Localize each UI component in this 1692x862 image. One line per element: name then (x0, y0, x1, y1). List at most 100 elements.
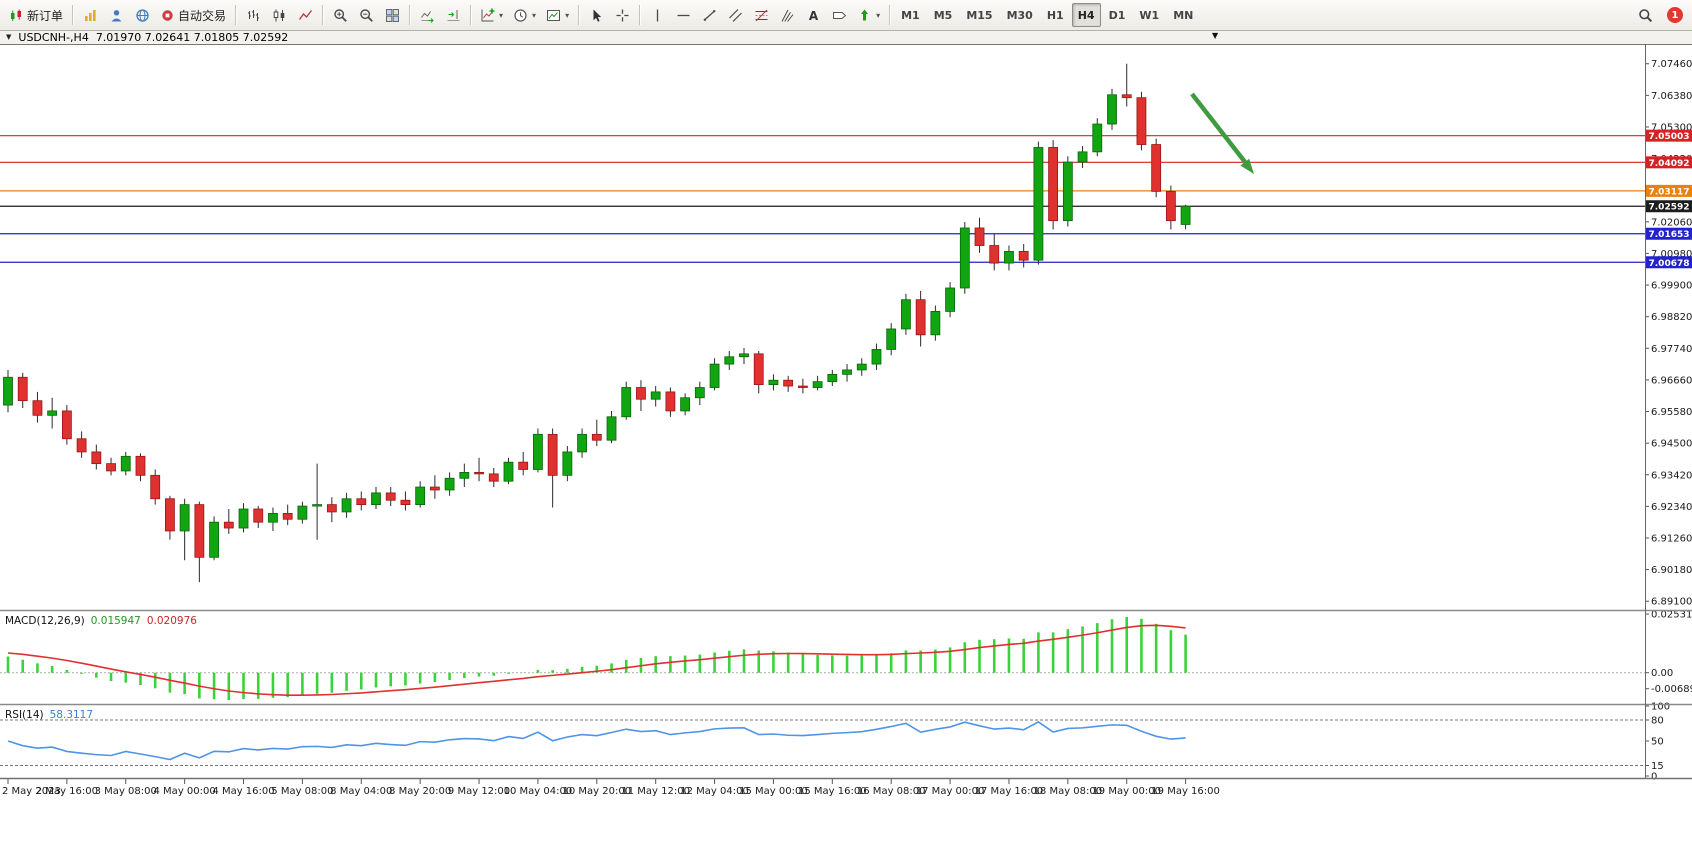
candle-body (1092, 123, 1103, 153)
price-label: 7.06380 (1651, 91, 1692, 102)
crosshair-button[interactable] (610, 3, 634, 27)
autoscroll-icon (420, 10, 434, 23)
candle-body (650, 391, 661, 400)
candle-body (76, 438, 87, 453)
price-badge-label: 7.04092 (1649, 159, 1690, 169)
price-badge-label: 7.00678 (1649, 259, 1690, 269)
trendline-icon (703, 9, 715, 21)
price-label: 7.05300 (1651, 122, 1692, 133)
candle-body (665, 391, 676, 412)
price-label: 7.00980 (1651, 249, 1692, 260)
candle-body (753, 353, 764, 385)
text-button[interactable]: A (801, 3, 825, 27)
svg-text:A: A (808, 9, 818, 23)
candle-body (797, 385, 808, 388)
candle-body (415, 486, 426, 506)
price-label: 6.97740 (1651, 344, 1692, 355)
candle-body (356, 498, 367, 506)
timeframe-m1-button[interactable]: M1 (895, 3, 926, 27)
candle-body (17, 376, 28, 402)
profile-button[interactable] (104, 3, 128, 27)
candle-body (959, 227, 970, 289)
line-chart-button[interactable] (293, 3, 317, 27)
timeframe-m5-button[interactable]: M5 (928, 3, 959, 27)
candle-body (1062, 161, 1073, 222)
autotrading-icon (162, 9, 173, 21)
timeframe-mn-button[interactable]: MN (1167, 3, 1199, 27)
time-label: 18 May 08:00 (1034, 786, 1103, 797)
candle-body (135, 455, 146, 476)
tile-windows-button[interactable] (380, 3, 404, 27)
templates-button[interactable]: ▾ (542, 3, 573, 27)
candle-body (312, 504, 323, 507)
auto-trading-button[interactable]: 自动交易 (156, 3, 230, 27)
periods-button[interactable]: ▾ (509, 3, 540, 27)
time-label: 9 May 12:00 (448, 786, 510, 797)
andrews-pitchfork-button[interactable] (775, 3, 799, 27)
candlestick-series (3, 63, 1191, 583)
macd-label: MACD(12,26,9) 0.015947 0.020976 (5, 615, 197, 627)
timeframe-d1-button[interactable]: D1 (1103, 3, 1132, 27)
timeframe-m15-button[interactable]: M15 (960, 3, 998, 27)
price-badge (1646, 129, 1692, 142)
community-icon (135, 8, 149, 22)
line-icon (298, 9, 312, 20)
zoom-out-button[interactable] (354, 3, 378, 27)
chart-shift-button[interactable] (441, 3, 465, 27)
time-label: 11 May 12:00 (621, 786, 690, 797)
candle-body (577, 433, 587, 453)
candle-body (1136, 97, 1147, 145)
candle-body (371, 492, 381, 506)
price-label: 6.98820 (1651, 312, 1692, 323)
candle-body (209, 521, 219, 558)
timeframe-h1-button[interactable]: H1 (1041, 3, 1070, 27)
candle-body (1077, 151, 1088, 163)
community-button[interactable] (130, 3, 154, 27)
equidistant-channel-button[interactable] (723, 3, 747, 27)
rsi-axis-label: 100 (1651, 702, 1670, 713)
candle-body (974, 227, 985, 246)
horizontal-line-button[interactable] (671, 3, 695, 27)
rsi-axis-label: 50 (1651, 737, 1664, 748)
toolbar-separator (409, 5, 411, 25)
time-label: 12 May 04:00 (680, 786, 749, 797)
new-order-button[interactable]: 新订单 (5, 3, 67, 27)
timeframe-w1-button[interactable]: W1 (1133, 3, 1165, 27)
rsi-axis-label: 0 (1651, 772, 1657, 783)
trend-arrow-annotation[interactable] (1190, 92, 1254, 174)
bar-chart-button[interactable] (241, 3, 265, 27)
cursor-button[interactable] (584, 3, 608, 27)
zoom-in-button[interactable] (328, 3, 352, 27)
arrows-button[interactable]: ▾ (853, 3, 884, 27)
fibonacci-button[interactable] (749, 3, 773, 27)
auto-scroll-button[interactable] (415, 3, 439, 27)
candle-body (474, 472, 484, 475)
price-label: 6.96660 (1651, 375, 1692, 386)
notification-badge[interactable]: 1 (1667, 7, 1683, 23)
chart-shift-marker[interactable]: ▼ (1212, 31, 1219, 40)
candle-body (1004, 250, 1014, 264)
candle-body (47, 410, 58, 416)
price-badge-label: 7.03117 (1649, 187, 1690, 197)
indicators-button[interactable]: ▾ (476, 3, 507, 27)
timeframe-m30-button[interactable]: M30 (1001, 3, 1039, 27)
chart-menu-icon[interactable]: ▼ (6, 33, 12, 41)
candlestick-chart-button[interactable] (267, 3, 291, 27)
vertical-line-button[interactable] (645, 3, 669, 27)
candle-body (1033, 147, 1044, 261)
candle-body (533, 433, 543, 470)
time-label: 19 May 16:00 (1151, 786, 1220, 797)
trendline-button[interactable] (697, 3, 721, 27)
candle-body (518, 461, 529, 470)
price-label: 6.89100 (1651, 597, 1692, 608)
time-label: 3 May 08:00 (95, 786, 157, 797)
timeframe-h4-button[interactable]: H4 (1071, 3, 1101, 27)
market-watch-button[interactable] (78, 3, 102, 27)
candle-body (106, 463, 116, 472)
price-label: 6.90180 (1651, 565, 1692, 576)
candle-body (150, 474, 161, 500)
search-button[interactable] (1633, 3, 1657, 27)
chart-canvas[interactable]: 7.074607.063807.053007.042207.031407.020… (0, 44, 1692, 800)
clock-icon (514, 8, 527, 22)
text-label-button[interactable] (827, 3, 851, 27)
